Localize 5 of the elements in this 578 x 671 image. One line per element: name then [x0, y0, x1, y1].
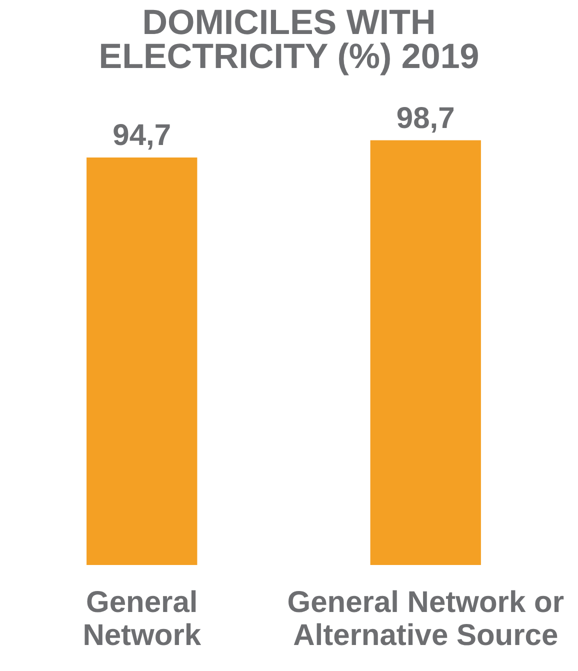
- x-tick-label: General Network or Alternative Source: [287, 586, 564, 652]
- x-tick-label: General Network: [82, 586, 202, 652]
- data-label: 98,7: [396, 102, 455, 135]
- data-label: 94,7: [112, 119, 172, 152]
- chart-title: DOMICILES WITH ELECTRICITY (%) 2019: [98, 3, 480, 76]
